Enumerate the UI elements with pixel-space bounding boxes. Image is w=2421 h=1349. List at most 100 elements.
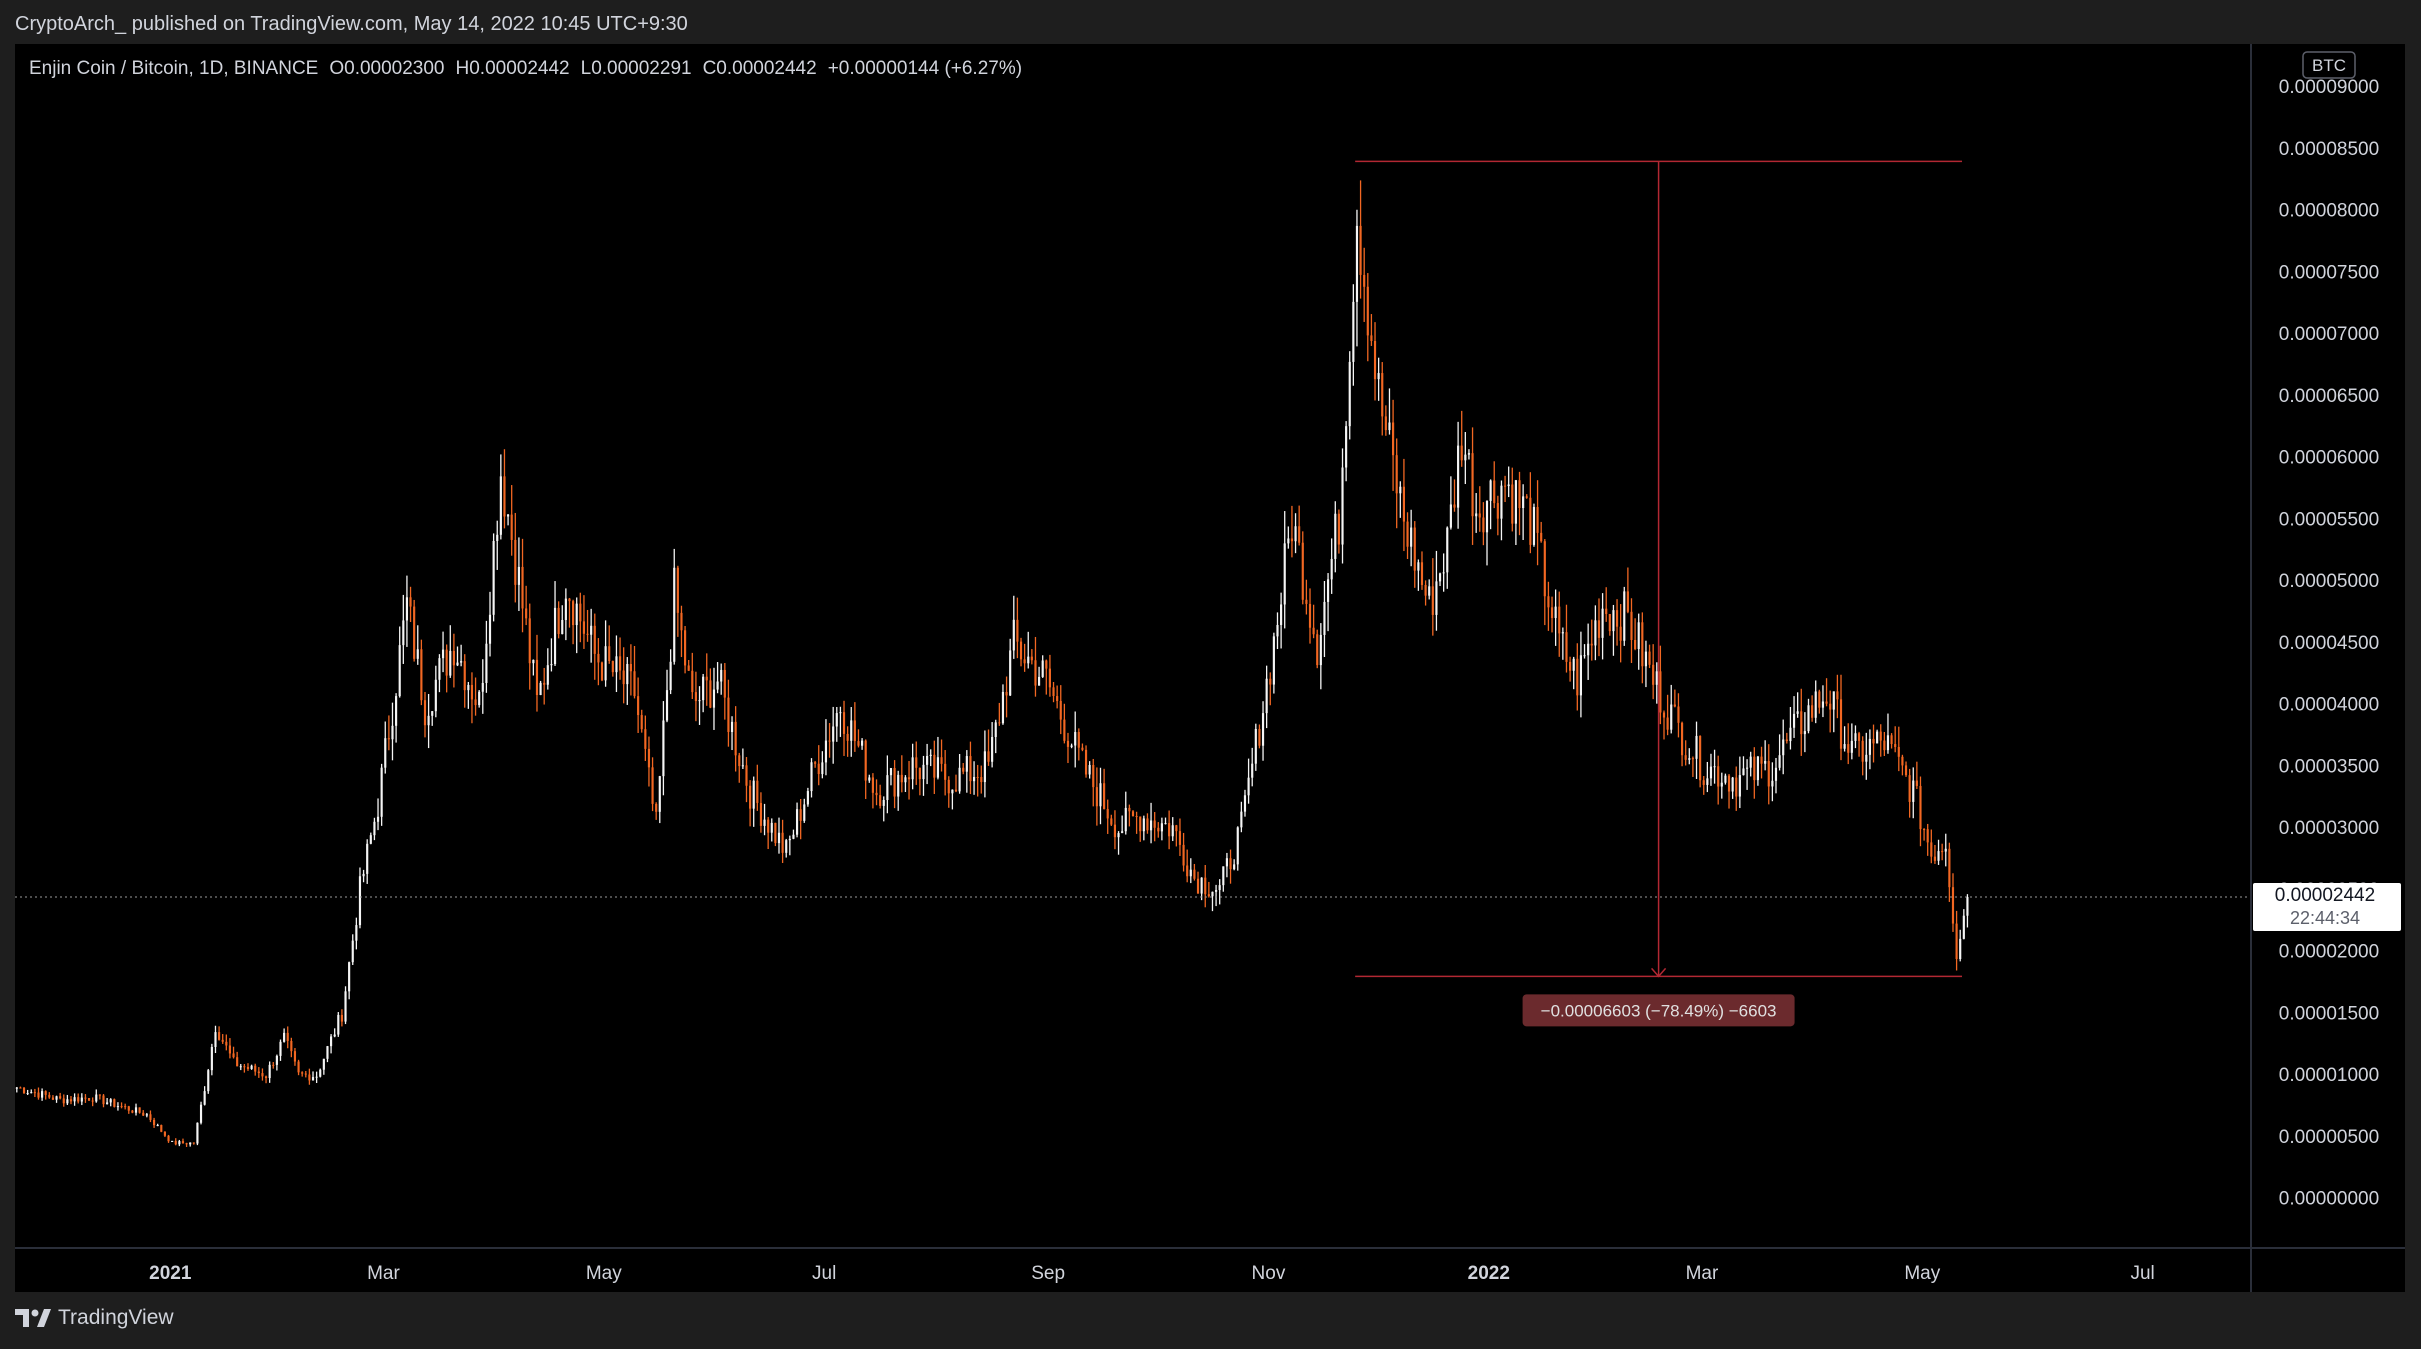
candle-body <box>369 835 372 844</box>
candle-body <box>337 1014 340 1035</box>
candle-body <box>1648 651 1651 665</box>
candle-body <box>1164 823 1167 825</box>
candle <box>22 1086 26 1094</box>
candle-body <box>344 991 347 1022</box>
candle <box>947 776 950 808</box>
candle <box>272 1062 275 1069</box>
candle-body <box>1941 851 1944 853</box>
candle <box>236 1051 239 1067</box>
candle-body <box>1355 225 1359 302</box>
candle-body <box>358 876 362 926</box>
candle <box>1792 696 1796 738</box>
candle <box>1265 665 1268 729</box>
candle <box>344 986 347 1025</box>
candle-body <box>1930 842 1933 857</box>
candle-body <box>1081 747 1084 750</box>
candle <box>1482 502 1485 546</box>
candle <box>1677 693 1680 738</box>
candle <box>698 686 701 725</box>
candle-body <box>106 1102 109 1105</box>
candle-body <box>1659 671 1662 713</box>
candle-body <box>1709 766 1713 779</box>
candle <box>767 817 770 850</box>
candle <box>261 1068 264 1081</box>
candle-body <box>712 689 716 708</box>
candle-body <box>460 661 463 663</box>
candle <box>156 1123 159 1127</box>
candle <box>1113 810 1117 850</box>
candle <box>1485 500 1489 566</box>
candle <box>1392 399 1395 491</box>
candle <box>329 1034 333 1054</box>
candle-body <box>380 767 383 817</box>
candle <box>1124 791 1127 835</box>
candle-body <box>1489 480 1492 501</box>
currency-badge[interactable]: BTC <box>2302 51 2356 79</box>
candle <box>1536 480 1539 566</box>
candle <box>1789 706 1792 750</box>
candle-body <box>842 712 846 734</box>
candle <box>1507 466 1510 498</box>
candle-body <box>1135 816 1138 818</box>
candle <box>456 646 459 667</box>
candle <box>95 1089 98 1103</box>
candle <box>1959 929 1962 962</box>
candle-body <box>716 681 719 690</box>
candle-body <box>59 1096 62 1099</box>
time-axis[interactable]: 2021 Mar May Jul Sep Nov 2022 Mar May Jul <box>149 1263 2155 1284</box>
candle-body <box>102 1095 105 1105</box>
candle <box>1410 509 1413 567</box>
candle <box>1366 273 1369 362</box>
brand-text: TradingView <box>58 1306 174 1329</box>
candle <box>1301 531 1304 605</box>
candle <box>481 659 484 714</box>
tradingview-brand[interactable]: TradingView <box>15 1306 174 1330</box>
candle-body <box>860 740 864 746</box>
candle <box>904 775 907 792</box>
candle <box>1630 598 1633 664</box>
candle <box>463 654 466 708</box>
candle-body <box>232 1053 235 1058</box>
candle-body <box>254 1065 257 1072</box>
price-chart[interactable]: −0.00006603 (−78.49%) −6603 0.000090000.… <box>15 44 2405 1292</box>
candle <box>1178 818 1182 856</box>
candle <box>1305 579 1308 615</box>
candle-body <box>1207 894 1210 897</box>
candle <box>1511 467 1514 532</box>
candle <box>391 702 394 761</box>
candle <box>1395 438 1398 529</box>
candle <box>879 784 882 809</box>
candle <box>1326 573 1330 632</box>
candle <box>402 594 405 664</box>
candle-body <box>763 819 766 826</box>
candle <box>348 961 351 1000</box>
candle <box>972 761 976 795</box>
candle <box>1634 618 1637 651</box>
candle-body <box>734 721 737 756</box>
candle <box>1413 521 1416 588</box>
candle-body <box>1464 454 1467 461</box>
candle-body <box>810 762 813 792</box>
candle <box>1247 758 1250 804</box>
candle <box>1373 322 1377 401</box>
candle <box>1388 388 1391 435</box>
candle <box>1045 659 1048 695</box>
measure-tool[interactable]: −0.00006603 (−78.49%) −6603 <box>1355 160 1963 1027</box>
candle-body <box>691 670 694 693</box>
symbol-label[interactable]: Enjin Coin / Bitcoin, 1D, BINANCE <box>29 58 319 79</box>
candle <box>882 796 885 822</box>
candle <box>795 802 799 838</box>
candle <box>561 605 564 635</box>
candle <box>1727 774 1731 809</box>
candle-body <box>452 650 455 666</box>
candle <box>1612 604 1615 656</box>
candle-body <box>1525 496 1528 498</box>
price-axis[interactable]: 0.00009000 0.00008500 0.00008000 0.00007500… <box>2279 77 2379 1209</box>
chart-area[interactable]: −0.00006603 (−78.49%) −6603 0.00009000 0.… <box>15 44 2405 1292</box>
candle <box>1424 580 1427 606</box>
candle <box>55 1095 58 1103</box>
candle-body <box>1803 731 1806 735</box>
candle <box>669 649 672 695</box>
candle <box>1261 701 1265 761</box>
candle-body <box>817 763 820 775</box>
